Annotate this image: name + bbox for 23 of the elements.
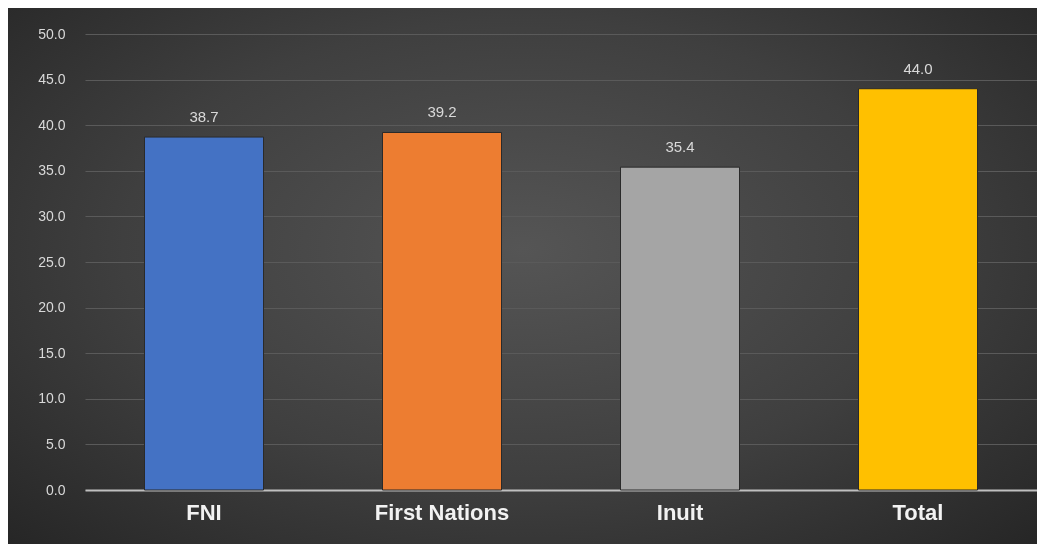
y-tick-label: 20.0 <box>38 299 66 316</box>
x-tick-label: FNI <box>186 499 222 525</box>
bar <box>858 88 978 491</box>
bar <box>382 132 502 491</box>
y-tick-label: 35.0 <box>38 162 66 179</box>
y-tick-label: 25.0 <box>38 253 66 270</box>
y-tick-label: 40.0 <box>38 116 66 133</box>
data-label: 35.4 <box>665 138 695 156</box>
y-tick-label: 0.0 <box>46 481 66 498</box>
y-tick-label: 50.0 <box>38 25 66 42</box>
bar <box>144 136 264 491</box>
y-tick-label: 10.0 <box>38 390 66 407</box>
x-tick-label: First Nations <box>374 499 510 525</box>
bar <box>620 166 740 491</box>
data-label: 39.2 <box>427 103 457 121</box>
x-tick-label: Inuit <box>656 499 704 525</box>
x-tick-label: Total <box>892 499 944 525</box>
y-tick-label: 45.0 <box>38 71 66 88</box>
y-tick-label: 5.0 <box>46 435 66 452</box>
y-tick-label: 30.0 <box>38 207 66 224</box>
data-label: 38.7 <box>189 108 219 126</box>
y-tick-label: 15.0 <box>38 344 66 361</box>
data-label: 44.0 <box>903 59 933 77</box>
